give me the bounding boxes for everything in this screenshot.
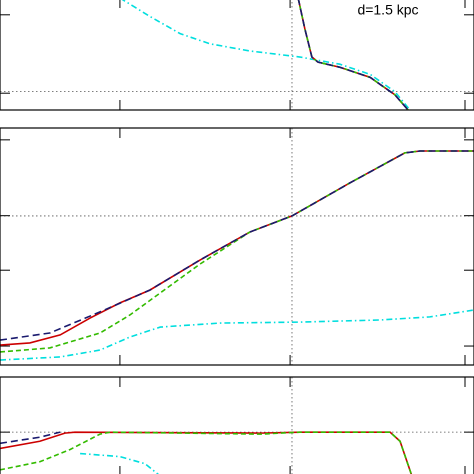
panel-frame <box>0 127 474 366</box>
data-line <box>0 431 413 474</box>
panel <box>0 377 474 474</box>
annotation: d=1.5 kpc <box>357 2 418 18</box>
data-line <box>0 150 474 341</box>
panel-frame <box>0 376 474 474</box>
panel-frame <box>0 0 474 111</box>
panel <box>0 0 474 110</box>
data-line <box>121 0 411 110</box>
data-line <box>0 309 474 361</box>
data-line <box>0 150 474 346</box>
data-line <box>0 150 474 353</box>
data-line <box>0 431 61 445</box>
panel <box>0 128 474 365</box>
data-line <box>0 431 413 474</box>
data-line <box>297 0 409 110</box>
